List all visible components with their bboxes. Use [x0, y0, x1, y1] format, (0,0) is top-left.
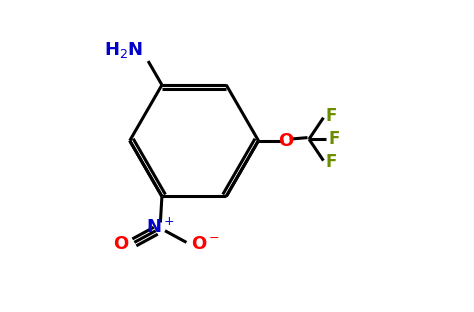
Text: F: F [326, 107, 337, 125]
Text: O$^-$: O$^-$ [191, 235, 220, 253]
Text: O: O [114, 235, 129, 253]
Text: F: F [326, 153, 337, 171]
Text: O: O [278, 132, 294, 150]
Text: N$^+$: N$^+$ [146, 217, 175, 237]
Text: H$_2$N: H$_2$N [104, 40, 144, 60]
Text: F: F [329, 130, 340, 148]
